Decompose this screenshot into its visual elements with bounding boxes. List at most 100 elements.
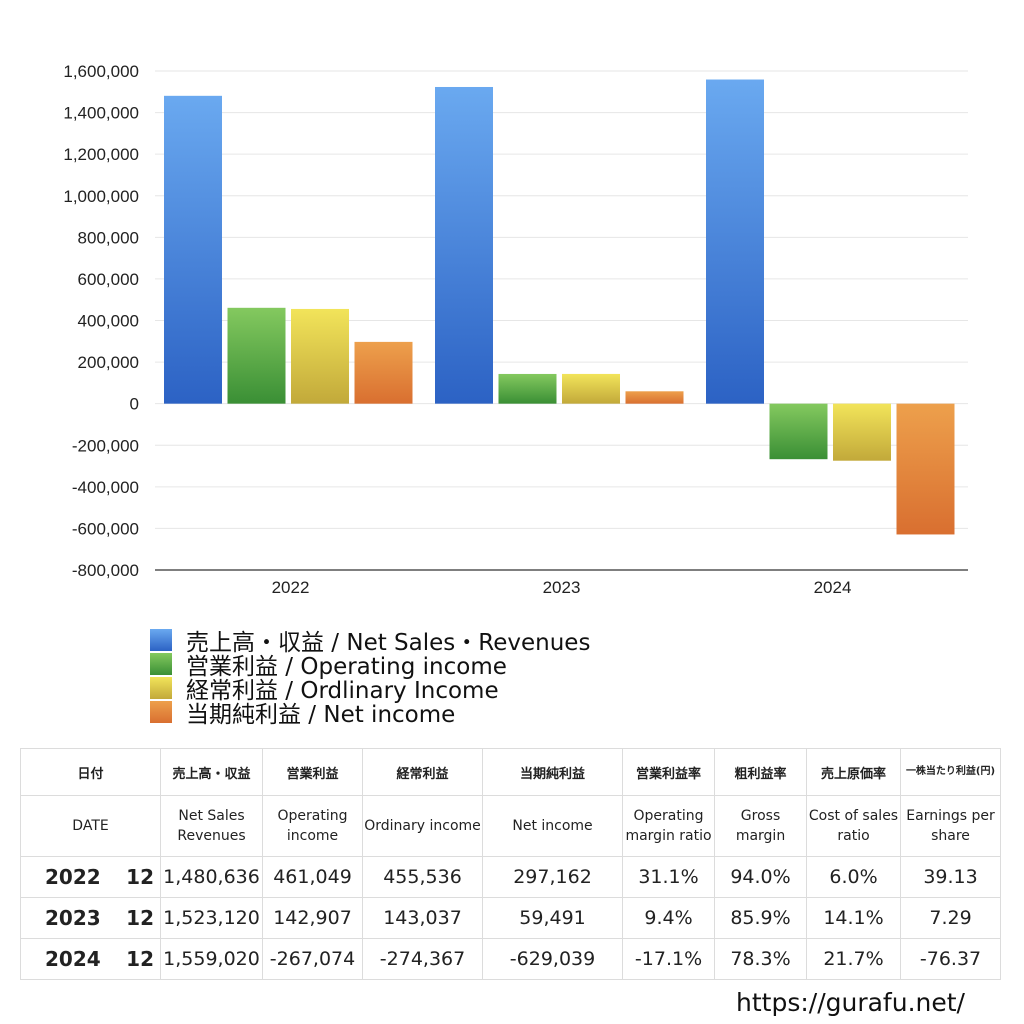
table-row: 2022 12 1,480,636 461,049 455,536 297,16… [20, 856, 1002, 898]
x-axis-ticks: 2022 2023 2024 [272, 578, 852, 597]
y-tick-label: -400,000 [72, 478, 139, 497]
legend-label: 営業利益 / Operating income [186, 654, 507, 680]
y-tick-label: 200,000 [78, 353, 139, 372]
header-cell: Gross margin [714, 795, 808, 857]
month-cell: 12 [120, 856, 162, 898]
month-cell: 12 [120, 938, 162, 980]
header-cell: Net income [482, 795, 624, 857]
header-cell: 経常利益 [362, 748, 484, 796]
value-cell: 1,480,636 [160, 856, 264, 898]
value-cell: 1,559,020 [160, 938, 264, 980]
year-cell: 2022 [20, 856, 121, 898]
value-cell: 142,907 [262, 897, 364, 939]
y-tick-label: 1,000,000 [63, 187, 139, 206]
bar-2024-series-0 [706, 79, 764, 404]
header-cell: Ordinary income [362, 795, 484, 857]
value-cell: -629,039 [482, 938, 624, 980]
bar-2024-series-2 [833, 403, 891, 461]
legend-swatch-sales [150, 629, 172, 651]
value-cell: 78.3% [714, 938, 808, 980]
y-tick-label: 400,000 [78, 312, 139, 331]
bar-2024-series-3 [896, 403, 955, 535]
legend-item: 当期純利益 / Net income [150, 700, 590, 728]
value-cell: 461,049 [262, 856, 364, 898]
value-cell: 6.0% [806, 856, 902, 898]
value-cell: 21.7% [806, 938, 902, 980]
legend-swatch-net [150, 701, 172, 723]
header-cell: 日付 [19, 748, 162, 796]
legend-swatch-operating [150, 653, 172, 675]
legend-item: 営業利益 / Operating income [150, 652, 590, 680]
header-cell: Operating margin ratio [622, 795, 716, 857]
header-cell: DATE [19, 795, 162, 857]
legend-label: 売上高・収益 / Net Sales・Revenues [186, 630, 591, 656]
value-cell: 9.4% [622, 897, 716, 939]
value-cell: 59,491 [482, 897, 624, 939]
value-cell: 31.1% [622, 856, 716, 898]
y-tick-label: 1,200,000 [63, 145, 139, 164]
value-cell: -17.1% [622, 938, 716, 980]
financial-table: 日付 売上高・収益 営業利益 経常利益 当期純利益 営業利益率 粗利益率 売上原… [19, 748, 1002, 980]
bar-2022-series-3 [354, 341, 413, 404]
header-cell: 当期純利益 [482, 748, 624, 796]
year-cell: 2024 [20, 938, 121, 980]
legend-item: 経常利益 / Ordlinary Income [150, 676, 590, 704]
bar-2023-series-1 [498, 373, 557, 404]
bar-chart: 1,600,000 1,400,000 1,200,000 1,000,000 800,… [63, 62, 968, 597]
header-row-en: DATE Net Sales Revenues Operating income… [19, 795, 1002, 857]
y-tick-label: 600,000 [78, 270, 139, 289]
legend-swatch-ordinary [150, 677, 172, 699]
value-cell: 39.13 [900, 856, 1002, 898]
header-row-jp: 日付 売上高・収益 営業利益 経常利益 当期純利益 営業利益率 粗利益率 売上原… [19, 748, 1002, 796]
month-cell: 12 [120, 897, 162, 939]
y-tick-label: 1,600,000 [63, 62, 139, 81]
y-tick-label: -200,000 [72, 436, 139, 455]
bar-2023-series-2 [562, 373, 620, 404]
y-tick-label: 0 [130, 395, 139, 414]
y-axis-ticks: 1,600,000 1,400,000 1,200,000 1,000,000 800,… [63, 62, 139, 580]
value-cell: 455,536 [362, 856, 484, 898]
header-cell: Cost of sales ratio [806, 795, 902, 857]
value-cell: 94.0% [714, 856, 808, 898]
legend-label: 経常利益 / Ordlinary Income [186, 678, 499, 704]
value-cell: 143,037 [362, 897, 484, 939]
grid-lines [155, 70, 968, 571]
bar-2024-series-1 [769, 403, 828, 460]
bar-2023-series-3 [625, 391, 684, 404]
y-tick-label: -600,000 [72, 519, 139, 538]
header-cell: Earnings per share [900, 795, 1002, 857]
legend-item: 売上高・収益 / Net Sales・Revenues [150, 628, 590, 656]
x-tick-label: 2024 [814, 578, 852, 597]
bar-2022-series-2 [291, 308, 349, 404]
y-tick-label: 1,400,000 [63, 104, 139, 123]
y-tick-label: 800,000 [78, 228, 139, 247]
value-cell: -76.37 [900, 938, 1002, 980]
header-cell: Net Sales Revenues [160, 795, 264, 857]
header-cell: 一株当たり利益(円) [900, 748, 1002, 796]
table-row: 2023 12 1,523,120 142,907 143,037 59,491… [20, 897, 1002, 939]
value-cell: 1,523,120 [160, 897, 264, 939]
bar-2022-series-1 [227, 307, 286, 404]
legend: 売上高・収益 / Net Sales・Revenues 営業利益 / Opera… [150, 628, 590, 728]
header-cell: 売上原価率 [806, 748, 902, 796]
table-row: 2024 12 1,559,020 -267,074 -274,367 -629… [20, 938, 1002, 980]
header-cell: 売上高・収益 [160, 748, 264, 796]
bar-2023-series-0 [435, 86, 493, 404]
value-cell: -267,074 [262, 938, 364, 980]
legend-label: 当期純利益 / Net income [186, 702, 456, 728]
bars [164, 79, 955, 535]
header-cell: 粗利益率 [714, 748, 808, 796]
bar-2022-series-0 [164, 95, 222, 404]
source-url: https://gurafu.net/ [736, 988, 965, 1017]
value-cell: 7.29 [900, 897, 1002, 939]
value-cell: -274,367 [362, 938, 484, 980]
x-tick-label: 2022 [272, 578, 310, 597]
y-tick-label: -800,000 [72, 561, 139, 580]
value-cell: 297,162 [482, 856, 624, 898]
value-cell: 85.9% [714, 897, 808, 939]
header-cell: 営業利益 [262, 748, 364, 796]
value-cell: 14.1% [806, 897, 902, 939]
header-cell: Operating income [262, 795, 364, 857]
x-tick-label: 2023 [543, 578, 581, 597]
year-cell: 2023 [20, 897, 121, 939]
